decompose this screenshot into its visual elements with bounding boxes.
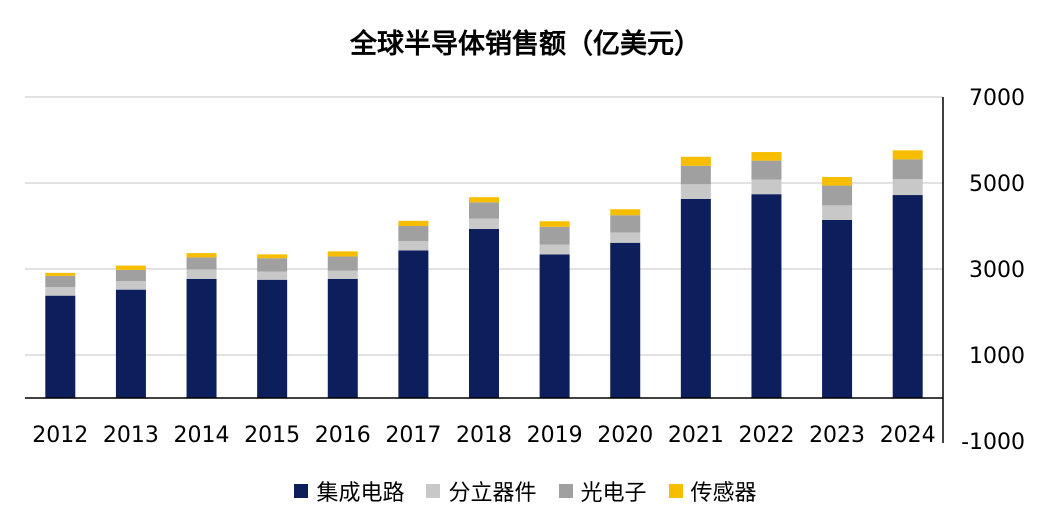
legend-label: 光电子 <box>580 481 647 506</box>
x-tick-label: 2020 <box>597 423 653 448</box>
bar-segment <box>398 226 429 242</box>
legend-label: 传感器 <box>690 481 757 506</box>
chart-title: 全球半导体销售额（亿美元） <box>350 29 701 60</box>
legend-label: 集成电路 <box>316 481 405 506</box>
y-tick-label: 3000 <box>969 258 1025 283</box>
bar-segment <box>680 165 711 185</box>
legend-item: 分立器件 <box>426 475 537 507</box>
bar-segment <box>45 295 76 398</box>
bar-segment <box>398 220 429 226</box>
legend-label: 分立器件 <box>448 481 537 506</box>
bar-segment <box>186 278 217 398</box>
bar-segment <box>539 254 570 398</box>
stacked-bar-chart: -1000 1000 3000 5000 7000 2012 2013 2014 2015 201… <box>25 86 1025 455</box>
legend-item: 传感器 <box>668 475 757 507</box>
bar-segment <box>398 241 429 251</box>
legend-item: 集成电路 <box>294 475 404 507</box>
legend-item: 光电子 <box>558 475 647 507</box>
bar-segment <box>257 258 288 272</box>
x-tick-label: 2024 <box>880 423 936 448</box>
x-tick-label: 2016 <box>315 423 371 448</box>
bar-segment <box>469 197 499 203</box>
x-tick-label: 2023 <box>809 423 865 448</box>
bar-segment <box>751 194 782 398</box>
x-tick-label: 2018 <box>456 423 512 448</box>
bar-segment <box>539 244 570 255</box>
bar-segment <box>45 287 76 296</box>
bar-segment <box>751 179 782 195</box>
legend-swatch <box>294 484 309 498</box>
y-tick-label: -1000 <box>961 430 1025 455</box>
x-tick-label: 2015 <box>244 423 300 448</box>
bar-segment <box>115 265 146 270</box>
bar-segment <box>186 257 217 270</box>
bar-segment <box>539 221 570 227</box>
bar-segment <box>257 254 288 259</box>
bar-segment <box>469 202 499 219</box>
bar-segment <box>610 209 641 216</box>
bars-layer <box>45 150 923 398</box>
bar-segment <box>115 269 146 282</box>
y-tick-label: 1000 <box>969 344 1025 369</box>
legend-swatch <box>558 484 573 498</box>
bar-segment <box>327 251 358 257</box>
bar-segment <box>822 205 853 220</box>
bar-segment <box>892 150 923 160</box>
bar-segment <box>610 242 641 398</box>
bar-segment <box>751 152 782 161</box>
bar-segment <box>892 159 923 180</box>
bar-segment <box>469 218 499 230</box>
bar-segment <box>680 184 711 199</box>
bar-segment <box>892 195 923 398</box>
x-tick-label: 2019 <box>527 423 583 448</box>
bar-segment <box>115 281 146 290</box>
bar-segment <box>822 219 853 398</box>
x-tick-label: 2017 <box>385 423 441 448</box>
y-tick-label: 5000 <box>969 172 1025 197</box>
bar-segment <box>610 232 641 243</box>
y-tick-label: 7000 <box>969 86 1025 111</box>
x-tick-label: 2021 <box>668 423 724 448</box>
x-tick-label: 2014 <box>174 423 230 448</box>
legend-swatch <box>426 484 441 498</box>
bar-segment <box>327 256 358 271</box>
bar-segment <box>751 160 782 180</box>
bar-segment <box>186 269 217 279</box>
bar-segment <box>539 226 570 245</box>
x-tick-label: 2013 <box>103 423 159 448</box>
legend: 集成电路 分立器件 光电子 传感器 <box>0 475 1051 507</box>
bar-segment <box>892 179 923 196</box>
bar-segment <box>327 270 358 279</box>
legend-swatch <box>668 484 683 498</box>
bar-segment <box>398 250 429 398</box>
bar-segment <box>469 229 499 398</box>
bar-segment <box>610 215 641 233</box>
bar-segment <box>680 156 711 166</box>
bar-segment <box>327 278 358 398</box>
bar-segment <box>257 279 288 398</box>
bar-segment <box>115 289 146 398</box>
bar-segment <box>186 253 217 258</box>
bar-segment <box>45 275 76 288</box>
bar-segment <box>822 176 853 186</box>
x-tick-label: 2012 <box>32 423 88 448</box>
bar-segment <box>822 185 853 206</box>
axis-layer: -1000 1000 3000 5000 7000 2012 2013 2014 2015 201… <box>25 86 1025 455</box>
bar-segment <box>680 198 711 398</box>
x-tick-label: 2022 <box>738 423 794 448</box>
bar-segment <box>257 271 288 280</box>
bar-segment <box>45 272 76 276</box>
